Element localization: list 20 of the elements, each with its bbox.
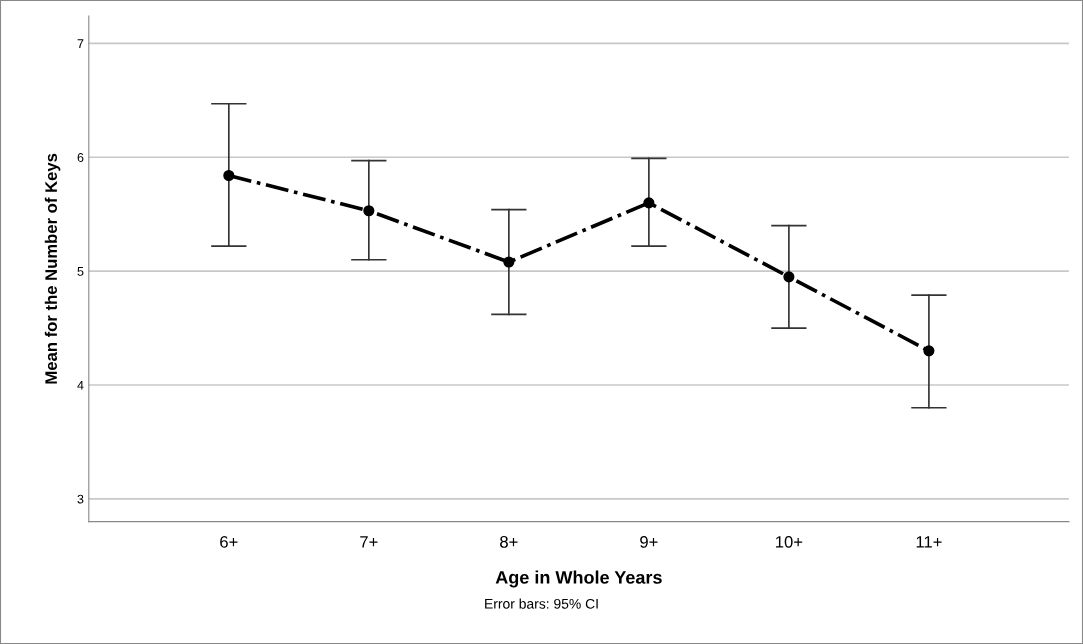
point (783, 271, 795, 283)
point (363, 205, 375, 217)
point (923, 345, 935, 357)
y-tick-label: 5 (77, 267, 84, 276)
y-tick-label: 6 (77, 153, 84, 162)
point (643, 197, 655, 209)
point (223, 169, 235, 182)
x-axis-title: Age in Whole Years (495, 570, 662, 588)
x-tick-label: 7+ (360, 536, 378, 548)
text: Error bars: 95% CI (485, 598, 598, 609)
y-tick-label: 4 (77, 380, 84, 390)
x-tick-label: 9+ (640, 535, 658, 548)
point (503, 256, 515, 268)
y-tick-label: 3 (77, 494, 84, 504)
x-tick-label: 6+ (220, 535, 238, 548)
y-tick-label: 7 (77, 39, 84, 48)
x-tick-label: 11+ (916, 536, 942, 548)
x-tick-label: 8+ (500, 535, 518, 548)
y-axis-title: Mean for the Number of Keys (44, 153, 61, 384)
x-tick-label: 10+ (776, 535, 803, 548)
